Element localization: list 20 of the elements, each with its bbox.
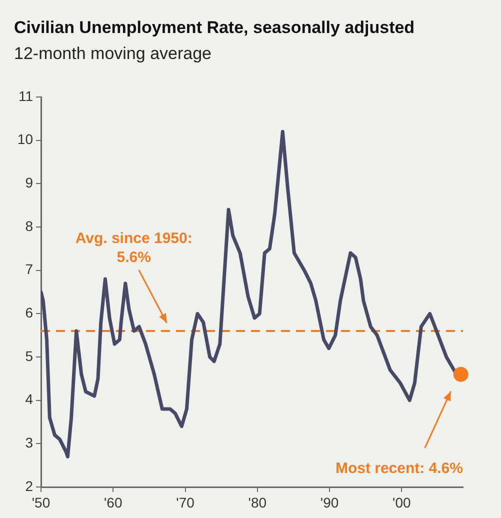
x-tick-label: '00	[392, 494, 412, 510]
ref-line-label: Avg. since 1950: 5.6%	[75, 230, 192, 266]
x-tick-label: '90	[320, 494, 339, 510]
y-tick-label: 3	[25, 434, 34, 451]
y-tick-label: 6	[25, 304, 34, 321]
annotation: Most recent: 4.6%	[335, 460, 463, 477]
y-tick-label: 11	[18, 88, 34, 104]
x-tick-label: '50	[32, 494, 50, 510]
x-tick-label: '60	[104, 494, 122, 510]
x-tick-label: '70	[176, 494, 195, 510]
y-tick-label: 2	[25, 478, 34, 494]
x-tick-label: '80	[248, 494, 267, 510]
y-tick-label: 5	[25, 348, 34, 364]
y-tick-label: 10	[17, 131, 34, 148]
y-tick-label: 7	[25, 261, 34, 278]
y-tick-label: 9	[25, 174, 34, 191]
chart-title: Civilian Unemployment Rate, seasonally adjusted	[14, 18, 415, 38]
y-tick-label: 4	[25, 391, 34, 408]
y-tick-label: 8	[25, 218, 34, 234]
chart-subtitle: 12-month moving average	[14, 44, 212, 64]
